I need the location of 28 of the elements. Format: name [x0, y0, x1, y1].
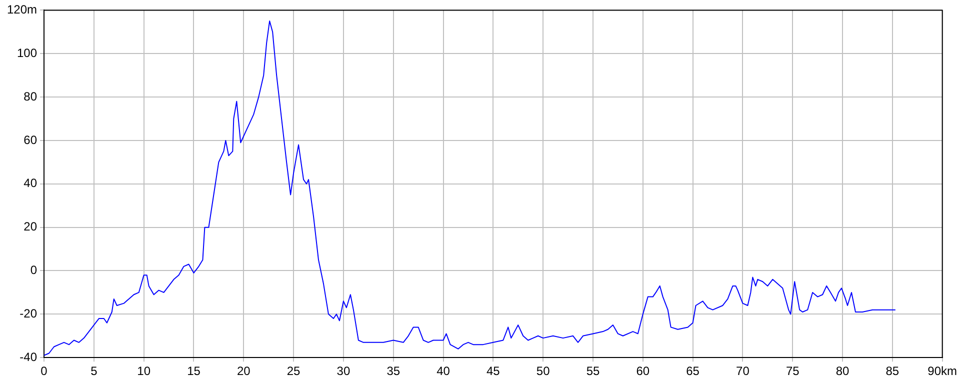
- x-tick-label: 25: [286, 364, 301, 378]
- y-tick-label: 40: [24, 176, 38, 190]
- x-tick-label: 5: [90, 364, 98, 378]
- x-tick-label: 20: [236, 364, 251, 378]
- x-tick-label: 50: [536, 364, 550, 378]
- y-tick-label: 60: [24, 132, 38, 147]
- y-tick-label: 20: [24, 220, 38, 234]
- x-tick-label: 30: [336, 364, 350, 378]
- x-tick-label: 70: [736, 364, 750, 378]
- x-tick-label: 65: [686, 364, 700, 378]
- y-tick-label: -20: [20, 306, 38, 320]
- x-tick-label: 85: [886, 364, 900, 378]
- x-tick-label: 45: [486, 364, 500, 378]
- y-tick-label: 0: [30, 263, 38, 278]
- x-tick-label: 60: [636, 364, 650, 378]
- y-tick-label: -40: [20, 350, 38, 364]
- y-tick-label: 80: [24, 89, 38, 104]
- x-tick-label: 15: [187, 364, 201, 378]
- x-tick-label: 80: [836, 364, 850, 378]
- x-tick-label: 10: [137, 364, 151, 378]
- y-tick-label: 100: [16, 46, 38, 60]
- x-tick-label: 0: [40, 364, 48, 378]
- x-tick-label: 35: [386, 364, 400, 378]
- x-tick-label: 75: [786, 364, 800, 378]
- y-tick-label: 120m: [6, 2, 38, 17]
- x-tick-label: 40: [436, 364, 450, 378]
- x-tick-label: 55: [586, 364, 600, 378]
- x-tick-label: 90km: [928, 364, 958, 378]
